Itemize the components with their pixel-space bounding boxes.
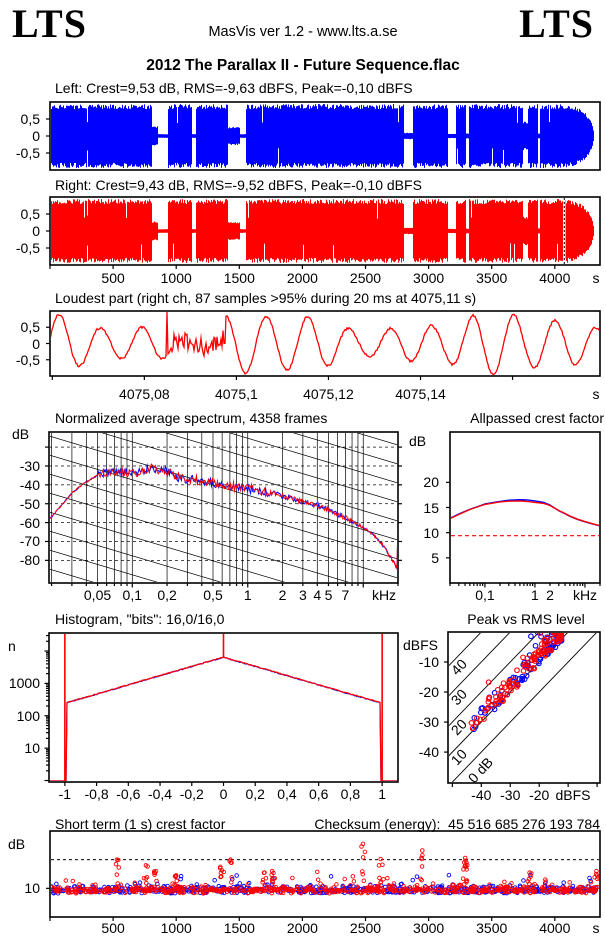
x-tick-label: 2000 [286,270,318,286]
y-tick-label: -70 [19,533,40,550]
lts-logo-right: LTS [519,1,594,46]
x-tick-label: 1500 [223,270,255,286]
peak-vs-rms-y-axis-label: dBFS [403,637,439,653]
spectrum-y-axis-label: dB [12,426,30,442]
x-tick-label: 0,5 [203,587,223,603]
histogram-y-axis-label: n [8,638,16,654]
wave-left-canvas [38,90,606,182]
x-axis-unit: s [592,386,600,402]
x-tick-label: 0,05 [83,587,112,603]
x-tick-label: 2500 [349,920,382,936]
y-tick-label: -40 [19,476,40,493]
app-version-info: MasVis ver 1.2 - www.lts.a.se [208,24,398,40]
y-tick-label: 15 [423,499,439,516]
y-tick-label: 10 [24,880,40,897]
x-tick-label: 0,8 [340,786,361,802]
x-tick-label: 2 [546,587,554,603]
x-tick-label: 3500 [476,270,508,286]
x-tick-label: -1 [58,786,72,802]
x-tick-label: 0,2 [245,786,265,802]
y-tick-label: -20 [418,684,439,701]
x-tick-label: 0 [219,786,228,802]
y-tick-label: 1000 [8,675,40,692]
x-tick-label: 1500 [223,920,255,936]
x-tick-label: 0,4 [277,786,297,802]
x-tick-label: 2500 [349,270,382,286]
x-tick-label: 3 [298,587,307,603]
x-axis-unit: s [592,270,600,286]
x-axis-unit: kHz [371,587,397,603]
x-tick-label: 1000 [160,270,192,286]
x-tick-label: 3000 [413,270,445,286]
x-axis-unit: kHz [572,587,598,603]
y-tick-label: -60 [19,514,40,531]
allpassed-canvas [438,420,606,595]
x-tick-label: 5 [324,587,333,603]
y-tick-label: 10 [423,524,439,541]
loudest-canvas [38,299,606,388]
crest-y-axis-label: dB [8,836,26,852]
y-tick-label: 0,5 [20,111,40,127]
x-tick-label: -0,4 [147,786,173,802]
peak-rms-canvas [436,620,606,795]
crest-time-canvas [38,819,606,929]
y-tick-label: -0,5 [15,145,40,161]
x-tick-label: 4000 [539,920,571,936]
x-tick-label: 4075,08 [119,386,170,402]
y-tick-label: 0,5 [20,206,40,222]
x-tick-label: -0,8 [84,786,109,802]
y-tick-label: -10 [418,654,439,671]
x-tick-label: 1000 [160,920,192,936]
x-tick-label: -0,2 [179,786,204,802]
y-tick-label: 100 [16,707,40,724]
x-axis-unit: dBFS [555,787,591,803]
y-tick-label: 0 [32,335,40,352]
x-axis-unit: s [592,920,600,936]
y-tick-label: 0 [32,223,40,239]
x-tick-label: 0,2 [157,587,177,603]
x-tick-label: 500 [101,270,125,286]
x-tick-label: -40 [471,787,492,803]
x-tick-label: -30 [500,787,521,803]
x-tick-label: 4 [313,587,322,603]
y-tick-label: 10 [24,740,40,757]
x-tick-label: 2000 [286,920,318,936]
x-tick-label: 1 [531,587,539,603]
spectrum-canvas [37,420,410,595]
wave-right-canvas [38,185,606,277]
y-tick-label: -30 [19,457,40,474]
x-tick-label: 0,1 [122,587,143,603]
x-tick-label: 4075,12 [303,386,354,402]
x-tick-label: 1 [378,786,387,802]
allpassed-y-axis-label: dB [409,433,427,449]
y-tick-label: -0,5 [15,240,40,256]
x-tick-label: 0,6 [308,786,329,802]
x-tick-label: 7 [341,587,350,603]
y-tick-label: 5 [431,549,439,566]
y-tick-label: -80 [19,552,40,569]
y-tick-label: -30 [418,714,439,731]
x-tick-label: 4075,14 [395,386,446,402]
x-tick-label: 3000 [413,920,445,936]
lts-logo-left: LTS [12,1,87,46]
y-tick-label: 0,5 [20,319,40,336]
x-tick-label: 2 [278,587,287,603]
y-tick-label: 0 [32,128,40,144]
file-title: 2012 The Parallax II - Future Sequence.f… [146,57,460,74]
y-tick-label: -0,5 [15,351,40,368]
x-tick-label: 0,1 [475,587,495,603]
x-tick-label: -20 [529,787,550,803]
x-tick-label: 4075,1 [214,386,258,402]
y-tick-label: -50 [19,495,40,512]
x-tick-label: 4000 [539,270,571,286]
y-tick-label: -40 [418,744,439,761]
y-tick-label: 20 [423,474,439,491]
x-tick-label: -0,6 [116,786,141,802]
x-tick-label: 1 [243,587,252,603]
x-tick-label: 3500 [476,920,508,936]
histogram-canvas [37,621,410,794]
x-tick-label: 500 [101,920,125,936]
